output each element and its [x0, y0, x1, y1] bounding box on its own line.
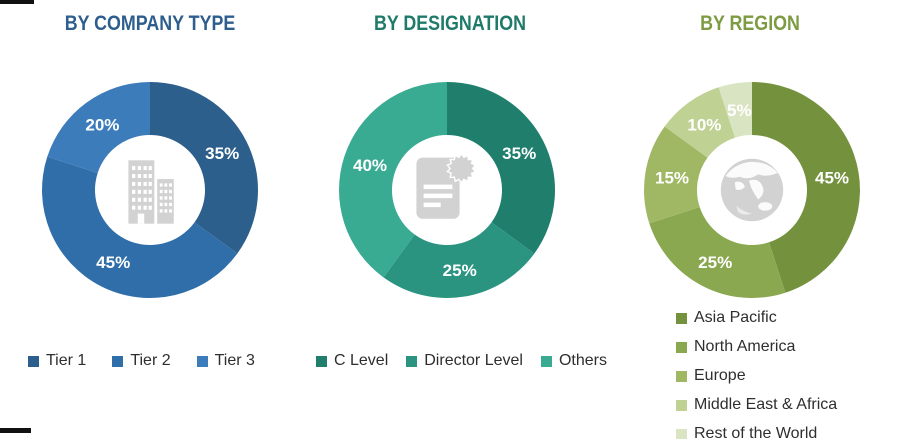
legend-item-north-america: North America [676, 338, 837, 356]
legend-label: Tier 1 [46, 352, 87, 369]
legend-item-middle-east-africa: Middle East & Africa [676, 396, 837, 414]
legend-label: North America [694, 338, 796, 355]
slice-percent-label: 35% [502, 144, 536, 163]
slice-percent-label: 15% [655, 168, 689, 187]
donut-slice-director-level [383, 222, 535, 298]
legend-swatch-middle-east-africa [676, 399, 687, 411]
company-type-donut-chart: 35% 45% 20% [42, 82, 258, 298]
donut-slice-middle-east-africa [664, 87, 735, 158]
legend-item-tier-3: Tier 3 [196, 352, 255, 370]
slice-percent-label: 40% [353, 156, 387, 175]
legend-swatch-rest-of-the-world [676, 428, 687, 439]
region-donut-chart: 45% 25% 15% 10% 5% [644, 82, 860, 298]
slice-percent-label: 5% [727, 101, 752, 120]
legend-label: Asia Pacific [694, 309, 777, 326]
legend-swatch-c-level [316, 355, 327, 367]
legend-label: C Level [334, 352, 389, 369]
donut-slice-europe [644, 126, 708, 224]
donut-slice-rest-of-the-world [718, 82, 752, 138]
donut-slice-c-level [447, 82, 555, 254]
legend-label: Rest of the World [694, 425, 818, 439]
slice-percent-label: 20% [85, 116, 119, 135]
chart-title-designation: BY DESIGNATION [373, 12, 527, 35]
legend-swatch-asia-pacific [676, 312, 687, 324]
legend-label: Others [558, 352, 607, 369]
donut-slice-asia-pacific [752, 82, 860, 293]
legend-item-c-level: C Level [316, 352, 388, 370]
legend-swatch-europe [676, 370, 687, 382]
corner-mark-bottom [0, 428, 31, 433]
legend-label: Middle East & Africa [694, 396, 838, 413]
slice-percent-label: 25% [698, 253, 732, 272]
slice-percent-label: 45% [815, 168, 849, 187]
slice-percent-label: 35% [205, 144, 239, 163]
slice-percent-label: 45% [96, 253, 130, 272]
company-type-legend: Tier 1 Tier 2 Tier 3 [28, 352, 255, 370]
slice-percent-label: 25% [443, 261, 477, 280]
legend-swatch-tier-3 [196, 355, 208, 367]
donut-slice-north-america [649, 207, 786, 298]
chart-title-company-type: BY COMPANY TYPE [64, 12, 236, 35]
legend-item-tier-2: Tier 2 [112, 352, 171, 370]
legend-item-rest-of-the-world: Rest of the World [676, 425, 837, 439]
legend-swatch-north-america [676, 341, 687, 353]
slice-percent-label: 10% [687, 116, 721, 135]
legend-item-others: Others [540, 352, 607, 370]
donut-slice-others [339, 82, 447, 278]
corner-mark-top [0, 0, 34, 4]
building-icon [128, 160, 174, 224]
legend-item-asia-pacific: Asia Pacific [676, 309, 837, 327]
donut-slice-tier-3 [47, 82, 150, 173]
designation-legend: C Level Director Level Others [316, 352, 607, 370]
legend-item-europe: Europe [676, 367, 837, 385]
region-legend: Asia Pacific North America Europe Middle Ea… [676, 309, 837, 439]
legend-item-tier-1: Tier 1 [28, 352, 86, 370]
legend-swatch-others [540, 355, 552, 367]
legend-item-director-level: Director Level [406, 352, 523, 370]
designation-donut-chart: 35% 25% 40% [339, 82, 555, 298]
globe-icon [720, 158, 784, 222]
legend-swatch-director-level [406, 355, 418, 367]
legend-label: Director Level [424, 352, 523, 369]
legend-label: Tier 3 [214, 352, 255, 369]
donut-slice-tier-1 [150, 82, 258, 254]
legend-label: Tier 2 [130, 352, 171, 369]
legend-swatch-tier-2 [112, 355, 124, 367]
legend-swatch-tier-1 [28, 355, 39, 367]
chart-title-region: BY REGION [700, 12, 800, 35]
donut-slice-tier-2 [42, 156, 238, 298]
legend-label: Europe [694, 367, 746, 384]
certificate-icon [416, 152, 477, 219]
